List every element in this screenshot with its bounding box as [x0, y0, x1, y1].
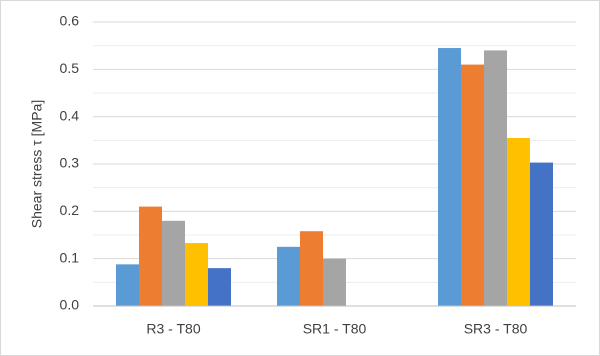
- x-tick-label: R3 - T80: [146, 321, 200, 337]
- bar: [162, 220, 185, 306]
- bar: [116, 264, 139, 306]
- y-axis-label: Shear stress τ [MPa]: [29, 100, 45, 228]
- bar: [277, 246, 300, 306]
- bar: [323, 258, 346, 306]
- y-tick-label: 0.4: [60, 107, 80, 123]
- y-tick-label: 0.0: [60, 297, 80, 313]
- bar: [484, 50, 507, 307]
- y-tick-label: 0.1: [60, 249, 80, 265]
- bar: [530, 162, 553, 306]
- y-tick-label: 0.3: [60, 155, 80, 171]
- bars: [116, 48, 553, 307]
- bar: [507, 137, 530, 306]
- bar: [438, 48, 461, 307]
- x-tick-label: SR1 - T80: [303, 321, 367, 337]
- bar: [139, 206, 162, 306]
- x-tick-label: SR3 - T80: [464, 321, 528, 337]
- bar: [185, 243, 208, 306]
- y-tick-label: 0.6: [60, 13, 80, 29]
- bar: [300, 231, 323, 306]
- bar: [208, 268, 231, 306]
- y-tick-label: 0.2: [60, 202, 80, 218]
- y-tick-label: 0.5: [60, 60, 80, 76]
- bar: [461, 64, 484, 306]
